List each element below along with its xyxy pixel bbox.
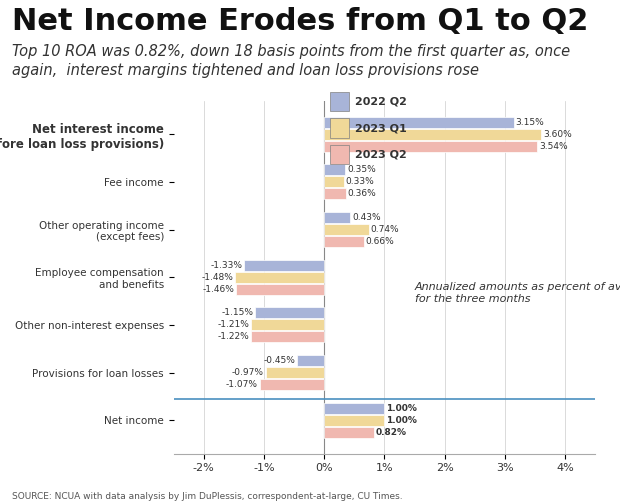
Text: SOURCE: NCUA with data analysis by Jim DuPlessis, correspondent-at-large, CU Tim: SOURCE: NCUA with data analysis by Jim D… [12,492,403,501]
Bar [324,236,364,247]
Bar [324,117,514,128]
FancyBboxPatch shape [330,118,348,138]
Bar [251,320,324,330]
Text: 0.43%: 0.43% [352,213,381,222]
Text: 1.00%: 1.00% [386,416,417,425]
Text: -1.21%: -1.21% [218,321,249,329]
Bar [324,176,344,187]
Text: Top 10 ROA was 0.82%, down 18 basis points from the first quarter as, once
again: Top 10 ROA was 0.82%, down 18 basis poin… [12,43,570,78]
Text: 3.60%: 3.60% [542,130,572,139]
Text: Annualized amounts as percent of average assets
for the three months: Annualized amounts as percent of average… [415,282,620,303]
Text: -0.45%: -0.45% [264,356,295,365]
Text: Net Income Erodes from Q1 to Q2: Net Income Erodes from Q1 to Q2 [12,7,589,36]
Text: -0.97%: -0.97% [232,368,264,377]
FancyBboxPatch shape [330,92,348,111]
Text: 0.36%: 0.36% [348,190,376,198]
Text: -1.22%: -1.22% [217,332,249,341]
Bar [255,307,324,319]
Bar [244,260,324,271]
Text: -1.33%: -1.33% [210,261,242,270]
Text: 2023 Q2: 2023 Q2 [355,150,407,160]
Bar [235,272,324,283]
Text: 0.35%: 0.35% [347,165,376,174]
Bar [236,284,324,295]
Text: 3.54%: 3.54% [539,142,568,151]
Text: 0.66%: 0.66% [366,237,394,246]
Bar [324,129,541,140]
Bar [324,224,369,235]
Text: 0.82%: 0.82% [375,427,406,436]
Bar [324,188,346,199]
Bar [324,426,374,437]
Text: -1.48%: -1.48% [202,273,233,282]
Bar [324,164,345,175]
Bar [324,212,350,223]
Text: -1.07%: -1.07% [226,380,258,389]
Bar [250,331,324,342]
Text: 1.00%: 1.00% [386,404,417,413]
Text: -1.15%: -1.15% [221,308,253,318]
Bar [324,403,384,414]
Text: 0.33%: 0.33% [346,177,374,186]
Bar [297,355,324,366]
FancyBboxPatch shape [330,145,348,164]
Bar [260,379,324,390]
Text: 0.74%: 0.74% [371,225,399,234]
Text: 3.15%: 3.15% [516,118,544,127]
Text: 2022 Q2: 2022 Q2 [355,97,407,107]
Text: 2023 Q1: 2023 Q1 [355,123,407,134]
Text: -1.46%: -1.46% [203,285,234,294]
Bar [324,415,384,426]
Bar [266,367,324,378]
Bar [324,141,538,152]
